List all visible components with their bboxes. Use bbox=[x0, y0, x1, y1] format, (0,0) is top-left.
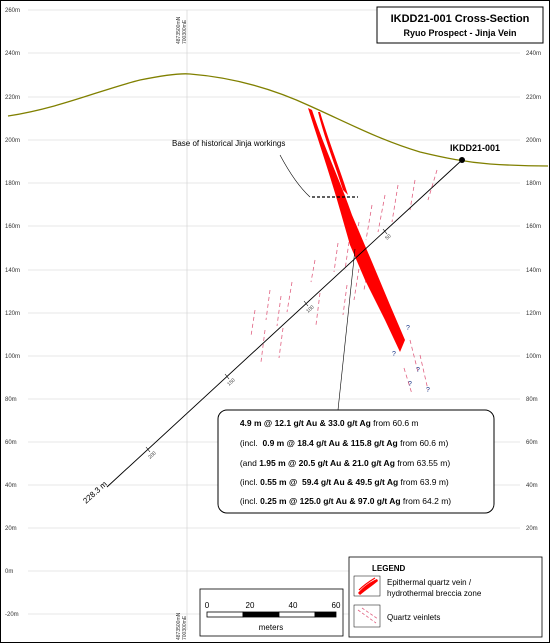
legend-item-label: hydrothermal breccia zone bbox=[387, 589, 482, 598]
elevation-labels-left: 260m 240m 220m 200m 180m 160m 140m 120m … bbox=[5, 8, 20, 618]
elev-label: 0m bbox=[5, 569, 13, 575]
title-line-1: IKDD21-001 Cross-Section bbox=[391, 13, 530, 25]
elev-label: 40m bbox=[5, 483, 17, 489]
epithermal-vein bbox=[308, 108, 405, 352]
elev-label: 160m bbox=[5, 224, 20, 230]
elev-label: -20m bbox=[5, 612, 19, 618]
elev-label: 60m bbox=[526, 440, 538, 446]
unknown-marker: ? bbox=[408, 381, 412, 388]
depth-tick-label: 50 bbox=[384, 233, 392, 241]
elev-label: 180m bbox=[526, 181, 541, 187]
legend-item-label: Epithermal quartz vein / bbox=[387, 578, 472, 587]
drillhole-trace bbox=[106, 159, 463, 488]
elev-label: 120m bbox=[526, 311, 541, 317]
workings-leader-line bbox=[279, 154, 311, 198]
scale-bar bbox=[206, 611, 337, 618]
result-row: 4.9 m @ 12.1 g/t Au & 33.0 g/t Ag from 6… bbox=[228, 418, 426, 428]
drillhole-end-depth: 228.3 m bbox=[81, 479, 109, 505]
elev-label: 140m bbox=[526, 268, 541, 274]
title-block bbox=[376, 6, 544, 44]
legend-title: LEGEND bbox=[372, 564, 406, 573]
depth-tick-label: 150 bbox=[226, 377, 236, 387]
elev-label: 60m bbox=[5, 440, 17, 446]
results-callout bbox=[217, 409, 495, 514]
elev-label: 240m bbox=[5, 51, 20, 57]
elevation-labels-right: 240m 220m 200m 180m 160m 140m 120m 100m … bbox=[526, 51, 541, 575]
scale-tick-label: 20 bbox=[246, 601, 255, 610]
elev-label: 80m bbox=[5, 397, 17, 403]
scale-unit-label: meters bbox=[259, 623, 283, 632]
elev-label: 20m bbox=[526, 526, 538, 532]
depth-ticks bbox=[145, 228, 388, 453]
easting-label-top: 700300mE bbox=[182, 19, 188, 44]
elev-label: 80m bbox=[526, 397, 538, 403]
legend-box bbox=[348, 556, 543, 638]
result-row: (and 1.95 m @ 20.5 g/t Au & 21.0 g/t Ag … bbox=[228, 458, 457, 468]
unknown-marker: ? bbox=[392, 351, 396, 358]
elev-label: 260m bbox=[5, 8, 20, 14]
intercept-leader-line bbox=[337, 248, 356, 411]
elev-label: 120m bbox=[5, 311, 20, 317]
elev-label: 100m bbox=[5, 354, 20, 360]
unknown-marker: ? bbox=[416, 367, 420, 374]
title-line-2: Ryuo Prospect - Jinja Vein bbox=[403, 28, 516, 38]
elev-label: 220m bbox=[526, 95, 541, 101]
veinlet-swatch-icon bbox=[353, 604, 381, 628]
drillhole-collar-icon bbox=[459, 157, 465, 163]
scale-tick-label: 0 bbox=[205, 601, 210, 610]
legend-item-label: Quartz veinlets bbox=[387, 613, 440, 622]
result-row: (incl. 0.55 m @ 59.4 g/t Au & 49.5 g/t A… bbox=[228, 477, 456, 487]
easting-label-bottom: 700300mE bbox=[182, 615, 188, 640]
scale-tick-label: 60 bbox=[332, 601, 341, 610]
result-row: (incl. 0.25 m @ 125.0 g/t Au & 97.0 g/t … bbox=[228, 496, 458, 506]
elev-label: 140m bbox=[5, 268, 20, 274]
drillhole-name: IKDD21-001 bbox=[450, 143, 500, 153]
elev-label: 40m bbox=[526, 483, 538, 489]
elev-label: 200m bbox=[5, 138, 20, 144]
elev-label: 240m bbox=[526, 51, 541, 57]
northing-label-bottom: 4873500mN bbox=[176, 612, 182, 640]
unknown-marker: ? bbox=[426, 387, 430, 394]
result-row: (incl. 0.9 m @ 18.4 g/t Au & 115.8 g/t A… bbox=[228, 438, 455, 448]
unknown-marker: ? bbox=[406, 325, 410, 332]
elevation-gridlines bbox=[28, 9, 520, 615]
elev-label: 20m bbox=[5, 526, 17, 532]
elev-label: 200m bbox=[526, 138, 541, 144]
scale-tick-label: 40 bbox=[289, 601, 298, 610]
historical-workings-label: Base of historical Jinja workings bbox=[172, 139, 285, 148]
depth-tick-label: 200 bbox=[147, 450, 157, 460]
elev-label: 220m bbox=[5, 95, 20, 101]
elev-label: 160m bbox=[526, 224, 541, 230]
elev-label: 100m bbox=[526, 354, 541, 360]
topography-line bbox=[7, 73, 549, 167]
northing-label-top: 4873500mN bbox=[176, 16, 182, 44]
depth-tick-label: 100 bbox=[305, 304, 315, 314]
elev-label: 180m bbox=[5, 181, 20, 187]
vein-swatch-icon bbox=[353, 575, 381, 597]
